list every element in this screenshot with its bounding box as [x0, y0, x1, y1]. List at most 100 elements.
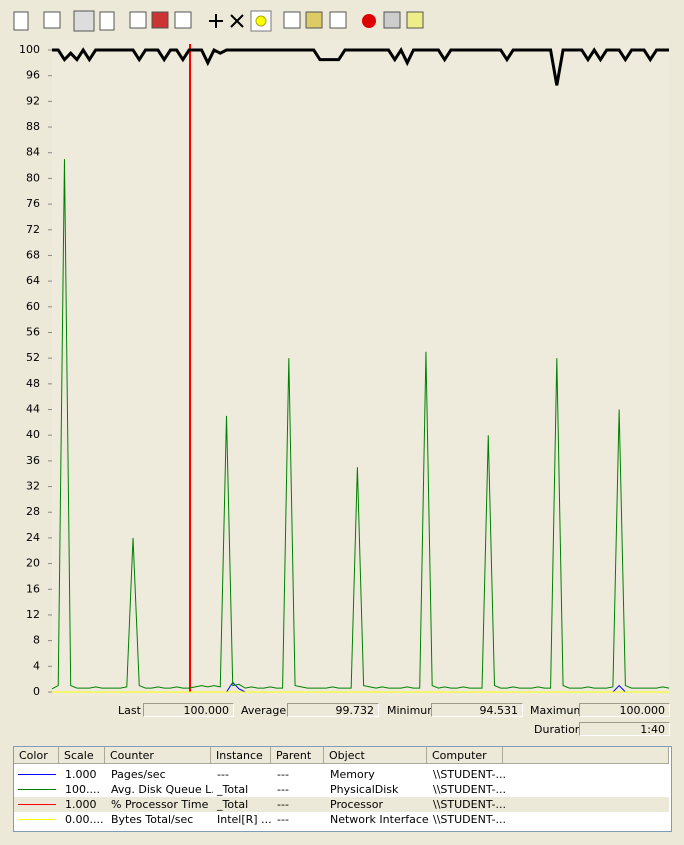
y-tick-label: 8	[33, 634, 40, 647]
y-tick-label: 80	[26, 171, 40, 184]
view-histogram-button[interactable]	[151, 11, 169, 29]
cell: Intel[R] ...	[217, 813, 272, 826]
cell: Bytes Total/sec	[111, 813, 194, 826]
y-tick-label: 72	[26, 223, 40, 236]
series-line	[52, 681, 669, 693]
y-tick-label: 28	[26, 505, 40, 518]
cell: ---	[277, 813, 289, 826]
cell: _Total	[217, 798, 249, 811]
cell: % Processor Time	[111, 798, 209, 811]
average-label: Average	[241, 704, 287, 717]
y-tick-label: 16	[26, 582, 40, 595]
view-log-button[interactable]	[99, 11, 115, 31]
duration-value: 1:40	[579, 722, 670, 736]
color-swatch	[18, 819, 56, 820]
counter-row: 100.... Avg. Disk Queue L... _Total --- Phys…	[14, 782, 669, 797]
y-tick-label: 44	[26, 403, 40, 416]
view-current-button[interactable]	[73, 10, 95, 32]
cell: Network Interface	[330, 813, 429, 826]
column-header: Color	[14, 747, 59, 764]
delete-button[interactable]	[230, 14, 244, 28]
cell: ---	[277, 783, 289, 796]
plot-area	[52, 40, 669, 696]
cell: ---	[277, 798, 289, 811]
clear-button[interactable]	[43, 11, 61, 29]
average-value: 99.732	[287, 703, 379, 717]
counter-table: Color Scale Counter Instance Parent Object Com…	[13, 746, 672, 832]
highlight-icon	[255, 15, 267, 27]
cell: 0.00....	[65, 813, 104, 826]
view-report-button[interactable]	[174, 11, 192, 29]
y-tick-label: 0	[33, 685, 40, 698]
toolbar	[0, 0, 684, 40]
cell: Memory	[330, 768, 375, 781]
cell: \\STUDENT-...	[433, 768, 505, 781]
cell: Avg. Disk Queue L...	[111, 783, 213, 796]
counter-row: 1.000 Pages/sec --- --- Memory \\STUDENT-...	[14, 767, 669, 782]
column-header: Scale	[59, 747, 105, 764]
minimum-value: 94.531	[431, 703, 523, 717]
freeze-button[interactable]	[362, 14, 376, 28]
y-tick-label: 96	[26, 69, 40, 82]
cell: ---	[217, 768, 229, 781]
y-tick-label: 32	[26, 480, 40, 493]
add-button[interactable]	[209, 14, 223, 28]
column-header: Counter	[105, 747, 211, 764]
y-tick-label: 52	[26, 351, 40, 364]
y-tick-label: 60	[26, 300, 40, 313]
y-tick-label: 100	[19, 43, 40, 56]
cell: PhysicalDisk	[330, 783, 399, 796]
cell: _Total	[217, 783, 249, 796]
y-tick-label: 64	[26, 274, 40, 287]
color-swatch	[18, 804, 56, 805]
cell: 100....	[65, 783, 100, 796]
properties-button[interactable]	[329, 11, 347, 29]
last-value: 100.000	[143, 703, 234, 717]
y-tick-label: 20	[26, 557, 40, 570]
cell: Pages/sec	[111, 768, 166, 781]
column-header: Parent	[271, 747, 324, 764]
cell: 1.000	[65, 798, 97, 811]
column-header: Object	[324, 747, 427, 764]
series-line	[52, 46, 669, 86]
color-swatch	[18, 774, 56, 775]
update-button[interactable]	[383, 11, 401, 29]
cell: \\STUDENT-...	[433, 783, 505, 796]
column-header-filler	[503, 747, 669, 764]
new-button[interactable]	[13, 11, 29, 31]
y-tick-label: 36	[26, 454, 40, 467]
minimum-label: Minimum	[387, 704, 438, 717]
column-header: Computer	[427, 747, 503, 764]
maximum-label: Maximum	[530, 704, 585, 717]
color-swatch	[18, 789, 56, 790]
y-tick-label: 4	[33, 659, 40, 672]
counter-row: 1.000 % Processor Time _Total --- Processor \…	[14, 797, 669, 812]
duration-label: Duration	[534, 723, 582, 736]
last-label: Last	[118, 704, 141, 717]
help-button[interactable]	[406, 11, 424, 29]
y-tick-label: 92	[26, 94, 40, 107]
paste-button[interactable]	[305, 11, 323, 29]
y-tick-label: 68	[26, 248, 40, 261]
cell: 1.000	[65, 768, 97, 781]
graph: 0481216202428323640444852566064687276808…	[19, 40, 670, 698]
column-header: Instance	[211, 747, 271, 764]
view-graph-button[interactable]	[129, 11, 147, 29]
cell: ---	[277, 768, 289, 781]
y-tick-label: 76	[26, 197, 40, 210]
counter-row: 0.00.... Bytes Total/sec Intel[R] ... --- Ne…	[14, 812, 669, 827]
cell: \\STUDENT-...	[433, 798, 505, 811]
y-tick-label: 88	[26, 120, 40, 133]
maximum-value: 100.000	[579, 703, 670, 717]
copy-button[interactable]	[283, 11, 301, 29]
y-tick-label: 56	[26, 325, 40, 338]
cell: \\STUDENT-...	[433, 813, 505, 826]
y-tick-label: 48	[26, 377, 40, 390]
y-tick-label: 84	[26, 146, 40, 159]
y-tick-label: 12	[26, 608, 40, 621]
cell: Processor	[330, 798, 383, 811]
y-tick-label: 40	[26, 428, 40, 441]
y-tick-label: 24	[26, 531, 40, 544]
series-line	[51, 159, 670, 690]
